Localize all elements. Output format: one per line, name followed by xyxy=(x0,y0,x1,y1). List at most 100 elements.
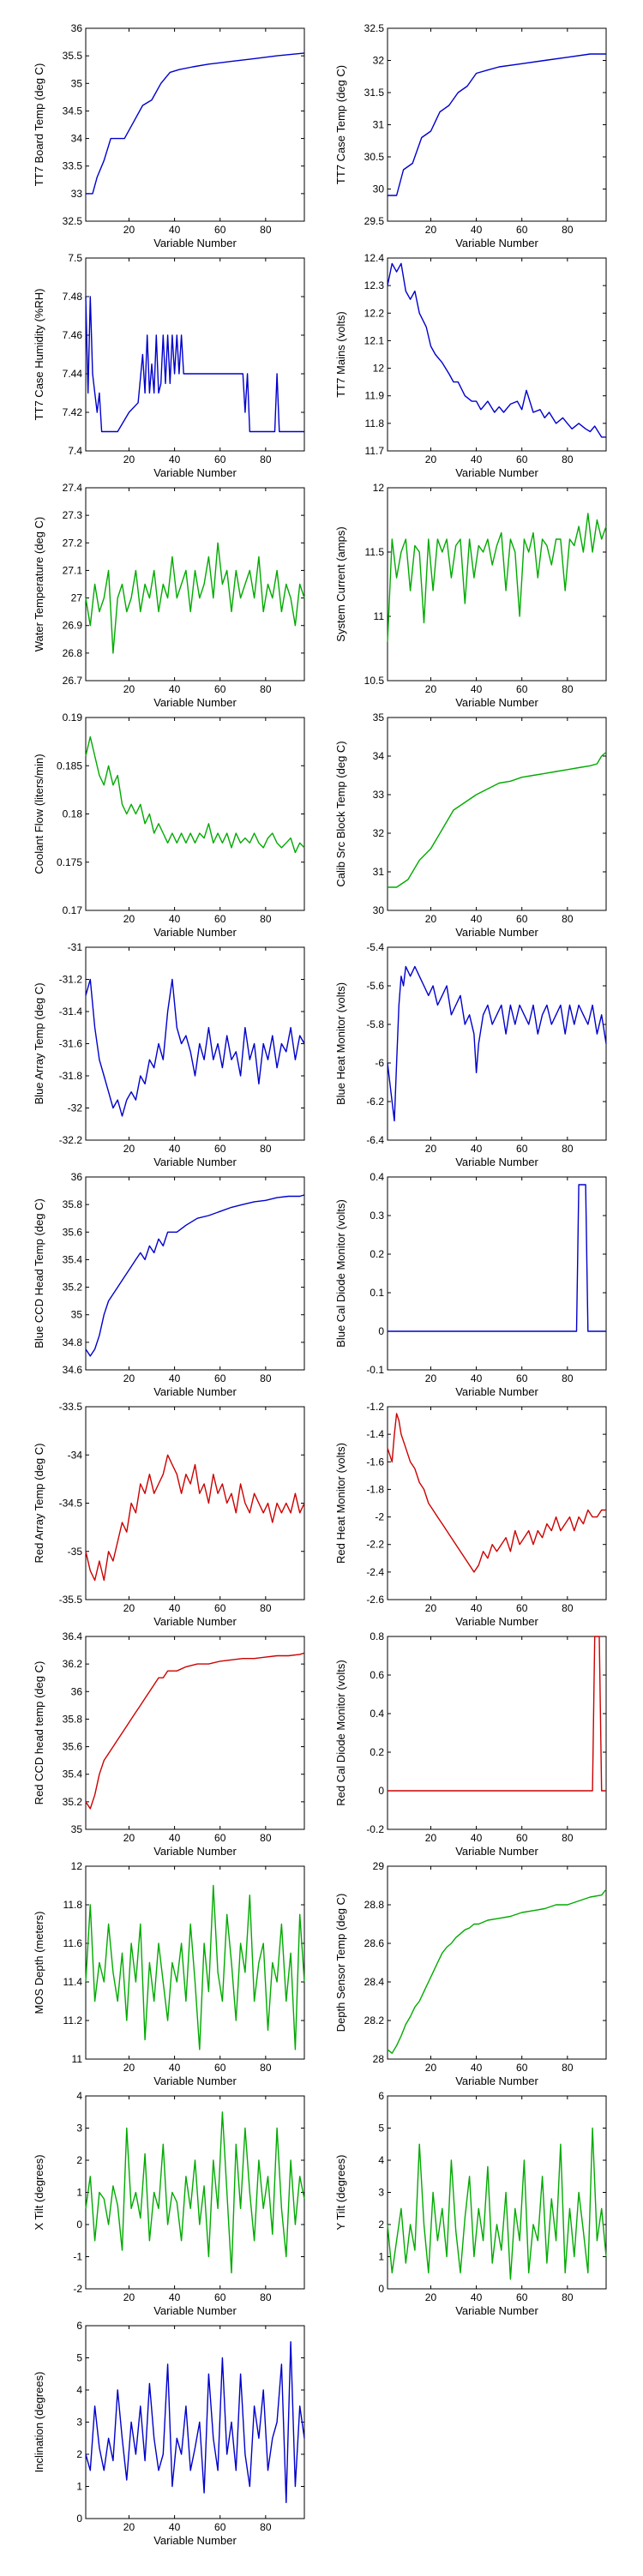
x-tick-label: 20 xyxy=(425,453,437,465)
y-tick-label: 35.6 xyxy=(63,1226,83,1238)
chart-panel: 20 40 60 80 26.7 26.8 26.9 27 27.1 27.2 27.3 27.4 Va… xyxy=(33,482,305,709)
x-tick-label: 40 xyxy=(169,1832,181,1844)
y-tick-label: 12 xyxy=(71,1860,83,1872)
x-tick-label: 80 xyxy=(260,224,272,236)
x-tick-label: 40 xyxy=(169,683,181,695)
y-tick-label: 36 xyxy=(71,1171,83,1183)
y-tick-label: 28.4 xyxy=(364,1976,385,1988)
y-tick-label: -34.5 xyxy=(59,1498,83,1510)
series-line xyxy=(387,1888,607,2054)
y-tick-label: 5 xyxy=(378,2123,384,2135)
y-axis-label: Calib Src Block Temp (deg C) xyxy=(334,741,347,886)
y-tick-label: 26.8 xyxy=(63,647,83,659)
chart-panel: 20 40 60 80 34.6 34.8 35 35.2 35.4 35.6 35.8 36 Vari… xyxy=(33,1171,305,1398)
y-tick-label: 7.42 xyxy=(63,406,83,418)
x-tick-label: 60 xyxy=(214,2062,226,2074)
y-tick-label: 7.5 xyxy=(68,252,82,264)
x-axis-label: Variable Number xyxy=(153,696,237,709)
y-tick-label: 0 xyxy=(378,2283,384,2295)
y-axis-label: Blue CCD Head Temp (deg C) xyxy=(33,1198,45,1348)
x-tick-label: 40 xyxy=(471,2062,483,2074)
x-tick-label: 60 xyxy=(214,2521,226,2533)
y-tick-label: -5.8 xyxy=(366,1018,384,1030)
series-line xyxy=(388,1184,606,1332)
y-tick-label: -5.4 xyxy=(366,941,384,953)
plot-area xyxy=(85,1406,305,1600)
y-tick-label: 11.8 xyxy=(63,1899,83,1911)
x-tick-label: 80 xyxy=(562,1602,574,1614)
y-tick-label: 11.7 xyxy=(365,445,385,457)
y-tick-label: 6 xyxy=(76,2320,82,2332)
plot-area xyxy=(387,1865,607,2060)
x-tick-label: 40 xyxy=(471,1143,483,1155)
x-axis-label: Variable Number xyxy=(153,1385,237,1398)
series-line xyxy=(85,542,305,654)
series-line xyxy=(85,1884,305,2051)
plot-area xyxy=(85,946,305,1141)
y-tick-label: -0.2 xyxy=(366,1823,384,1835)
x-tick-label: 20 xyxy=(425,913,437,925)
x-tick-label: 80 xyxy=(562,2291,574,2303)
plot-area xyxy=(85,2095,305,2290)
series-line xyxy=(85,978,305,1117)
y-axis-label: Depth Sensor Temp (deg C) xyxy=(334,1894,347,2033)
x-tick-label: 20 xyxy=(123,913,135,925)
y-tick-label: -35.5 xyxy=(59,1594,83,1606)
x-tick-label: 20 xyxy=(425,1143,437,1155)
y-tick-label: -2.4 xyxy=(366,1566,384,1578)
y-tick-label: -31.2 xyxy=(59,974,83,986)
y-tick-label: 2 xyxy=(76,2448,82,2460)
y-tick-label: 28.8 xyxy=(364,1899,385,1911)
x-tick-label: 80 xyxy=(260,2062,272,2074)
x-tick-label: 60 xyxy=(516,2291,528,2303)
x-tick-label: 60 xyxy=(214,1372,226,1384)
series-line xyxy=(387,513,607,643)
y-tick-label: 2 xyxy=(378,2219,384,2231)
chart-panel: 20 40 60 80 7.4 7.42 7.44 7.46 7.48 7.5 Variable N… xyxy=(33,252,305,479)
y-tick-label: 28.6 xyxy=(364,1937,385,1949)
y-tick-label: 12.3 xyxy=(364,279,385,291)
y-tick-label: 27.2 xyxy=(63,537,83,549)
chart-panel: 20 40 60 80 0 1 2 3 4 5 6 Variable Number Y Tilt (de… xyxy=(334,2090,607,2317)
y-tick-label: 36 xyxy=(71,22,83,34)
y-tick-label: -2 xyxy=(73,2283,82,2295)
y-tick-label: 11 xyxy=(374,610,385,622)
plot-area xyxy=(387,1636,607,1830)
y-tick-label: 27.4 xyxy=(63,482,83,494)
y-axis-label: TT7 Case Temp (deg C) xyxy=(334,65,347,184)
y-tick-label: 0.3 xyxy=(370,1210,384,1222)
y-tick-label: 0 xyxy=(76,2219,82,2231)
y-axis-label: X Tilt (degrees) xyxy=(33,2154,45,2230)
plot-area xyxy=(85,1636,305,1830)
x-axis-label: Variable Number xyxy=(455,696,538,709)
y-axis-label: Red Cal Diode Monitor (volts) xyxy=(334,1660,347,1806)
x-tick-label: 60 xyxy=(214,913,226,925)
x-tick-label: 60 xyxy=(516,1143,528,1155)
y-axis-label: TT7 Case Humidity (%RH) xyxy=(33,289,45,421)
x-tick-label: 40 xyxy=(471,1602,483,1614)
x-tick-label: 40 xyxy=(471,1832,483,1844)
y-tick-label: 27.3 xyxy=(63,509,83,521)
chart-panel: 20 40 60 80 30 31 32 33 34 35 Variable Number Calib… xyxy=(334,712,607,939)
x-axis-label: Variable Number xyxy=(153,2534,237,2547)
y-tick-label: 0.6 xyxy=(370,1669,384,1681)
x-tick-label: 60 xyxy=(516,453,528,465)
y-tick-label: 35.4 xyxy=(63,1253,83,1265)
y-tick-label: 0 xyxy=(378,1325,384,1337)
x-axis-label: Variable Number xyxy=(153,926,237,939)
y-tick-label: 12.2 xyxy=(364,307,385,319)
y-tick-label: -1.6 xyxy=(366,1456,384,1468)
x-tick-label: 20 xyxy=(425,1372,437,1384)
x-tick-label: 80 xyxy=(260,913,272,925)
y-tick-label: 7.44 xyxy=(63,368,83,380)
y-tick-label: 34.8 xyxy=(63,1336,83,1348)
series-line xyxy=(387,1413,606,1573)
y-tick-label: 7.4 xyxy=(68,445,82,457)
x-tick-label: 40 xyxy=(471,224,483,236)
y-tick-label: 36.2 xyxy=(63,1658,83,1670)
y-tick-label: 0.4 xyxy=(370,1708,384,1720)
x-tick-label: 40 xyxy=(169,2291,181,2303)
y-tick-label: 3 xyxy=(76,2123,82,2135)
